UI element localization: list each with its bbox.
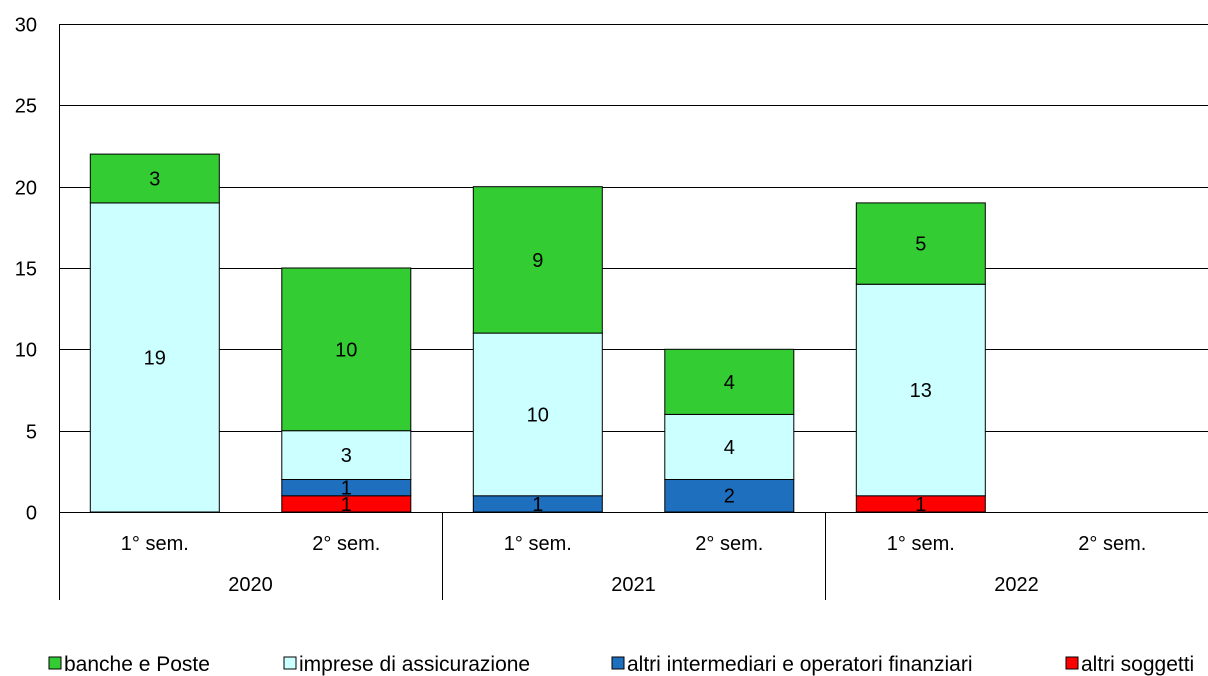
- x-group-label: 2021: [611, 574, 656, 596]
- x-tick-label: 2° sem.: [1078, 533, 1146, 555]
- legend-label: altri intermediari e operatori finanziar…: [627, 653, 973, 676]
- y-tick-label: 15: [15, 259, 37, 281]
- data-label: 1: [341, 494, 352, 516]
- bar-segment: [664, 348, 795, 415]
- x-tick-label: 1° sem.: [504, 533, 572, 555]
- y-tick-label: 5: [26, 422, 37, 444]
- bar-segment: [664, 413, 795, 480]
- x-group-label: 2020: [228, 574, 273, 596]
- x-group-label: 2022: [994, 574, 1039, 596]
- legend: banche e Poste imprese di assicurazione al…: [48, 653, 1194, 676]
- bar-segment: [472, 332, 603, 497]
- data-label: 3: [341, 445, 352, 467]
- data-label: 2: [724, 486, 735, 508]
- legend-swatch: [611, 656, 625, 670]
- data-label: 4: [724, 437, 735, 459]
- data-label: 5: [915, 234, 926, 256]
- data-label: 1: [532, 494, 543, 516]
- bar-segment: [89, 202, 220, 513]
- x-tick-label: 1° sem.: [121, 533, 189, 555]
- legend-swatch: [283, 656, 297, 670]
- y-tick-label: 0: [26, 503, 37, 525]
- y-tick-label: 20: [15, 178, 37, 200]
- bar-segment: [281, 267, 412, 432]
- data-label: 10: [527, 404, 549, 426]
- data-label: 9: [532, 250, 543, 272]
- x-axis: 1° sem. 2° sem. 1° sem. 2° sem. 1° sem. 2° se…: [59, 512, 1146, 600]
- x-tick-label: 2° sem.: [695, 533, 763, 555]
- bar-segment: [855, 202, 986, 285]
- legend-label: imprese di assicurazione: [299, 653, 530, 676]
- data-label: 1: [341, 478, 352, 500]
- legend-label: altri soggetti: [1081, 653, 1194, 676]
- legend-swatch: [1065, 656, 1079, 670]
- y-axis-ticks: 0 5 10 15 20 25 30: [15, 15, 37, 525]
- data-label: 19: [144, 348, 166, 370]
- data-label: 3: [149, 169, 160, 191]
- x-tick-label: 2° sem.: [312, 533, 380, 555]
- data-label: 1: [915, 494, 926, 516]
- y-tick-label: 25: [15, 96, 37, 118]
- bars: [89, 153, 986, 513]
- legend-label: banche e Poste: [64, 653, 210, 676]
- data-label: 4: [724, 372, 735, 394]
- y-tick-label: 30: [15, 15, 37, 37]
- data-label: 13: [910, 380, 932, 402]
- y-tick-label: 10: [15, 340, 37, 362]
- legend-swatch: [48, 656, 62, 670]
- x-tick-label: 1° sem.: [887, 533, 955, 555]
- gridlines: [59, 24, 1208, 513]
- bar-segment: [855, 283, 986, 497]
- bar-segment: [89, 153, 220, 204]
- bar-segment: [472, 186, 603, 334]
- data-label: 10: [335, 339, 357, 361]
- bar-segment: [281, 430, 412, 481]
